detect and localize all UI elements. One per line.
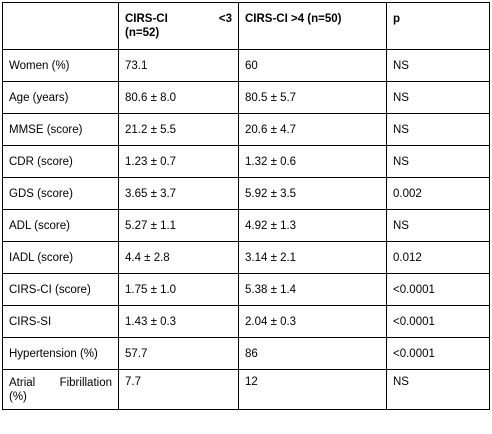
- comparison-table: CIRS-CI <3 (n=52) CIRS-CI >4 (n=50) p Wo…: [2, 2, 490, 410]
- cell-cirs-ci-high: 80.5 ± 5.7: [238, 81, 387, 114]
- cell-cirs-ci-low: 5.27 ± 1.1: [118, 209, 239, 242]
- cell-p-value: NS: [386, 209, 490, 242]
- table-row: MMSE (score) 21.2 ± 5.5 20.6 ± 4.7 NS: [2, 113, 490, 146]
- cell-cirs-ci-high: 1.32 ± 0.6: [238, 145, 387, 178]
- cell-p-value: 0.012: [386, 241, 490, 274]
- cell-p-value: <0.0001: [386, 273, 490, 306]
- table-row: CDR (score) 1.23 ± 0.7 1.32 ± 0.6 NS: [2, 145, 490, 178]
- row-label: CIRS-SI: [2, 305, 119, 338]
- cell-cirs-ci-high: 60: [238, 49, 387, 82]
- cell-cirs-ci-low: 7.7: [118, 369, 239, 410]
- row-label: CIRS-CI (score): [2, 273, 119, 306]
- table-row: ADL (score) 5.27 ± 1.1 4.92 ± 1.3 NS: [2, 209, 490, 242]
- cell-cirs-ci-low: 3.65 ± 3.7: [118, 177, 239, 210]
- cell-cirs-ci-high: 5.38 ± 1.4: [238, 273, 387, 306]
- header-cirs-ci-low-label: CIRS-CI <3: [125, 13, 232, 25]
- cell-cirs-ci-high: 5.92 ± 3.5: [238, 177, 387, 210]
- cell-p-value: <0.0001: [386, 337, 490, 370]
- cell-cirs-ci-high: 12: [238, 369, 387, 410]
- table-row: GDS (score) 3.65 ± 3.7 5.92 ± 3.5 0.002: [2, 177, 490, 210]
- table-row: Women (%) 73.1 60 NS: [2, 49, 490, 82]
- cell-cirs-ci-low: 1.75 ± 1.0: [118, 273, 239, 306]
- cell-cirs-ci-low: 57.7: [118, 337, 239, 370]
- table-row: CIRS-CI (score) 1.75 ± 1.0 5.38 ± 1.4 <0…: [2, 273, 490, 306]
- row-label: IADL (score): [2, 241, 119, 274]
- cell-p-value: 0.002: [386, 177, 490, 210]
- cell-cirs-ci-high: 4.92 ± 1.3: [238, 209, 387, 242]
- row-label-line2: (%): [9, 390, 27, 403]
- row-label: MMSE (score): [2, 113, 119, 146]
- row-label: ADL (score): [2, 209, 119, 242]
- cell-cirs-ci-high: 20.6 ± 4.7: [238, 113, 387, 146]
- cell-cirs-ci-low: 1.43 ± 0.3: [118, 305, 239, 338]
- cell-cirs-ci-high: 2.04 ± 0.3: [238, 305, 387, 338]
- cell-p-value: NS: [386, 369, 490, 410]
- cell-cirs-ci-high: 3.14 ± 2.1: [238, 241, 387, 274]
- row-label: Atrial Fibrillation (%): [2, 369, 119, 410]
- header-cell-cirs-ci-low: CIRS-CI <3 (n=52): [118, 2, 239, 50]
- table-row: Atrial Fibrillation (%) 7.7 12 NS: [2, 369, 490, 410]
- header-cirs-ci-low-n: (n=52): [125, 27, 160, 39]
- cell-cirs-ci-low: 4.4 ± 2.8: [118, 241, 239, 274]
- row-label: GDS (score): [2, 177, 119, 210]
- cell-p-value: NS: [386, 49, 490, 82]
- header-cell-empty: [2, 2, 119, 50]
- row-label: Hypertension (%): [2, 337, 119, 370]
- row-label: Women (%): [2, 49, 119, 82]
- cell-p-value: NS: [386, 145, 490, 178]
- table-row: Age (years) 80.6 ± 8.0 80.5 ± 5.7 NS: [2, 81, 490, 114]
- row-label-line1: Atrial Fibrillation: [9, 376, 112, 389]
- table-row: Hypertension (%) 57.7 86 <0.0001: [2, 337, 490, 370]
- table-header-row: CIRS-CI <3 (n=52) CIRS-CI >4 (n=50) p: [2, 2, 490, 50]
- cell-cirs-ci-low: 73.1: [118, 49, 239, 82]
- cell-p-value: NS: [386, 81, 490, 114]
- cell-p-value: <0.0001: [386, 305, 490, 338]
- header-cell-cirs-ci-high: CIRS-CI >4 (n=50): [238, 2, 387, 50]
- cell-cirs-ci-high: 86: [238, 337, 387, 370]
- row-label: Age (years): [2, 81, 119, 114]
- cell-p-value: NS: [386, 113, 490, 146]
- row-label: CDR (score): [2, 145, 119, 178]
- table-row: IADL (score) 4.4 ± 2.8 3.14 ± 2.1 0.012: [2, 241, 490, 274]
- header-cell-p: p: [386, 2, 490, 50]
- cell-cirs-ci-low: 1.23 ± 0.7: [118, 145, 239, 178]
- cell-cirs-ci-low: 21.2 ± 5.5: [118, 113, 239, 146]
- cell-cirs-ci-low: 80.6 ± 8.0: [118, 81, 239, 114]
- table-row: CIRS-SI 1.43 ± 0.3 2.04 ± 0.3 <0.0001: [2, 305, 490, 338]
